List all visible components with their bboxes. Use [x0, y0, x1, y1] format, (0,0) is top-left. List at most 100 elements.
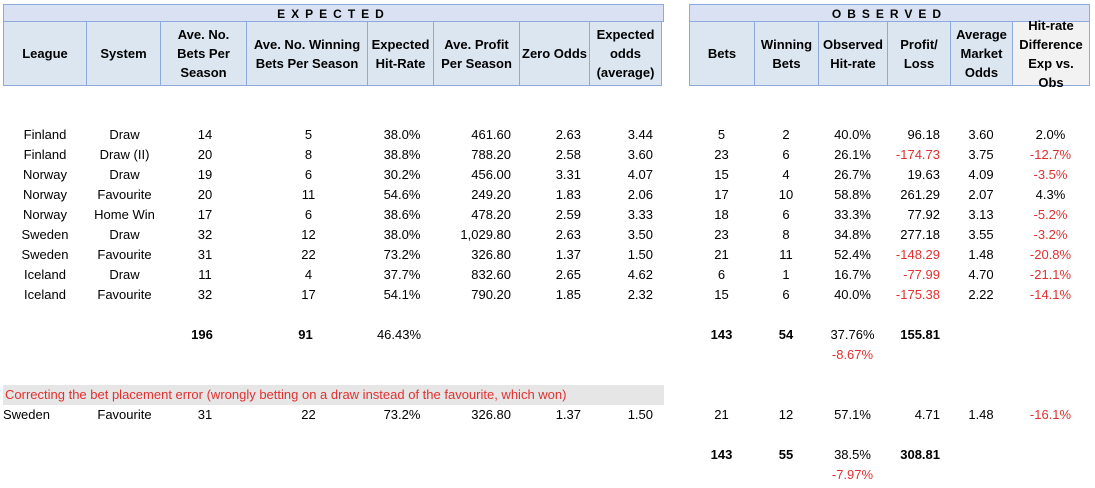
table-cell: -16.1% — [1029, 407, 1072, 422]
header-zero-odds: Zero Odds — [519, 22, 590, 86]
table-cell: Favourite — [97, 247, 152, 262]
table-cell: Sweden — [21, 227, 69, 242]
table-cell: 1.37 — [555, 247, 581, 262]
table-cell: 23 — [714, 227, 729, 242]
table-cell: 2.0% — [1035, 127, 1066, 142]
table-cell: 1 — [782, 267, 790, 282]
table-cell: 3.55 — [968, 227, 994, 242]
table-cell: 12 — [778, 407, 794, 422]
table-cell: 4.3% — [1035, 187, 1066, 202]
table-cell: Draw — [109, 167, 140, 182]
table-cell: 23 — [714, 147, 729, 162]
table-cell: Finland — [23, 147, 67, 162]
table-cell: 21 — [714, 407, 729, 422]
table-cell: 1.48 — [968, 407, 994, 422]
table-cell: 461.60 — [471, 127, 511, 142]
table-cell: -14.1% — [1029, 287, 1072, 302]
table-cell: 14 — [197, 127, 213, 142]
table-cell: 58.8% — [834, 187, 871, 202]
table-cell: 8 — [782, 227, 790, 242]
table-cell: 11 — [779, 247, 793, 262]
table-cell: -5.2% — [1033, 207, 1068, 222]
header-bets: Bets — [689, 22, 755, 86]
table-cell: Favourite — [97, 187, 152, 202]
table-cell: 1.50 — [627, 407, 653, 422]
header-expected-hit-rate: Expected Hit-Rate — [367, 22, 434, 86]
table-cell: 8 — [304, 147, 313, 162]
table-cell: 26.7% — [834, 167, 871, 182]
correction-observed-row: 21 12 57.1% 4.71 1.48 -16.1% — [689, 405, 1089, 425]
table-cell: -20.8% — [1029, 247, 1072, 262]
table-cell: 77.92 — [907, 207, 940, 222]
table-cell: 22 — [301, 247, 316, 262]
expected-section: EXPECTED League System Ave. No. Bets Per… — [3, 4, 664, 86]
table-cell: 5 — [304, 127, 313, 142]
expected-table-row: Norway Draw 19 6 30.2% 456.00 3.31 4.07 — [3, 165, 663, 185]
table-cell: -174.73 — [895, 147, 940, 162]
table-cell: 4.70 — [968, 267, 994, 282]
expected-table-row: Iceland Draw 11 4 37.7% 832.60 2.65 4.62 — [3, 265, 663, 285]
correction-total-hit-rate-diff: -7.97% — [831, 467, 874, 482]
observed-title: OBSERVED — [689, 4, 1090, 22]
table-cell: 1.48 — [968, 247, 994, 262]
table-cell: 1.83 — [555, 187, 581, 202]
table-cell: 15 — [714, 167, 729, 182]
header-profit-loss: Profit/ Loss — [887, 22, 951, 86]
total-hit-rate: 46.43% — [376, 327, 422, 342]
header-ave-bets: Ave. No. Bets Per Season — [160, 22, 247, 86]
table-cell: -21.1% — [1029, 267, 1072, 282]
table-cell: 6 — [782, 207, 790, 222]
total-bets: 196 — [191, 327, 213, 342]
table-cell: 4 — [304, 267, 313, 282]
table-cell: Iceland — [24, 267, 66, 282]
header-system: System — [86, 22, 161, 86]
expected-table-row: Norway Home Win 17 6 38.6% 478.20 2.59 3.33 — [3, 205, 663, 225]
table-cell: 2.59 — [555, 207, 581, 222]
table-cell: 31 — [197, 247, 213, 262]
header-winning-bets: Winning Bets — [754, 22, 819, 86]
table-cell: -77.99 — [903, 267, 940, 282]
table-cell: -3.2% — [1033, 227, 1068, 242]
table-cell: 15 — [714, 287, 729, 302]
table-cell: -148.29 — [895, 247, 940, 262]
table-cell: Sweden — [21, 247, 69, 262]
observed-total-profit: 155.81 — [900, 327, 940, 342]
header-expected-odds: Expected odds (average) — [589, 22, 662, 86]
total-wins: 91 — [298, 327, 313, 342]
table-cell: 4.62 — [627, 267, 653, 282]
table-cell: 788.20 — [471, 147, 511, 162]
correction-expected-row: Sweden Favourite 31 22 73.2% 326.80 1.37 1.50 — [3, 405, 663, 425]
observed-table-row: 5 2 40.0% 96.18 3.60 2.0% — [689, 125, 1089, 145]
table-cell: 4.07 — [627, 167, 653, 182]
table-cell: 96.18 — [907, 127, 940, 142]
observed-table-row: 15 6 40.0% -175.38 2.22 -14.1% — [689, 285, 1089, 305]
expected-table-row: Finland Draw 14 5 38.0% 461.60 2.63 3.44 — [3, 125, 663, 145]
observed-header-row: Bets Winning Bets Observed Hit-rate Prof… — [689, 18, 1090, 90]
table-cell: -12.7% — [1029, 147, 1072, 162]
observed-table-row: 17 10 58.8% 261.29 2.07 4.3% — [689, 185, 1089, 205]
table-cell: 20 — [197, 147, 213, 162]
table-cell: Favourite — [97, 287, 152, 302]
table-cell: Iceland — [24, 287, 66, 302]
header-average-market-odds: Average Market Odds — [950, 22, 1013, 86]
table-cell: 21 — [714, 247, 729, 262]
table-cell: 3.13 — [968, 207, 994, 222]
table-cell: 19.63 — [907, 167, 940, 182]
table-cell: Norway — [22, 167, 68, 182]
table-cell: 54.1% — [383, 287, 421, 302]
table-cell: 1.37 — [555, 407, 581, 422]
table-cell: 37.7% — [383, 267, 421, 282]
table-cell: 326.80 — [471, 407, 511, 422]
table-cell: 3.33 — [627, 207, 653, 222]
observed-table-row: 23 6 26.1% -174.73 3.75 -12.7% — [689, 145, 1089, 165]
table-cell: 6 — [304, 207, 313, 222]
observed-total-hit-rate: 37.76% — [830, 327, 875, 342]
table-cell: 31 — [197, 407, 213, 422]
table-cell: 40.0% — [834, 127, 871, 142]
table-cell: 32 — [197, 227, 213, 242]
table-cell: 3.31 — [555, 167, 581, 182]
table-cell: 2 — [782, 127, 790, 142]
table-cell: 456.00 — [471, 167, 511, 182]
table-cell: 1.50 — [627, 247, 653, 262]
header-observed-hit-rate: Observed Hit-rate — [818, 22, 888, 86]
